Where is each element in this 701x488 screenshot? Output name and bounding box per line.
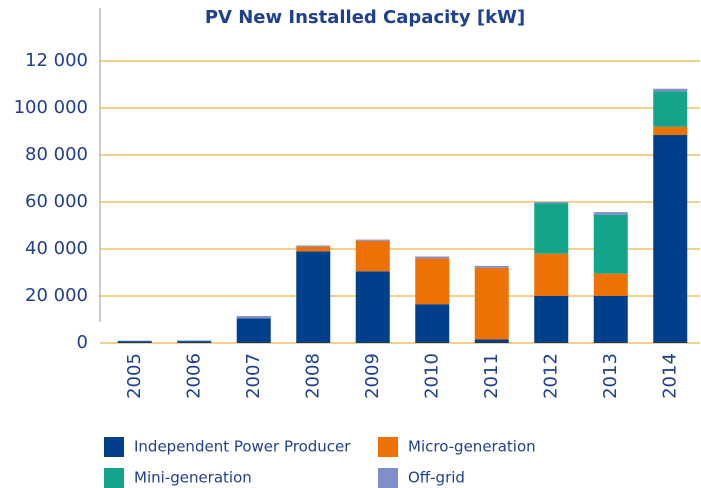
legend-label: Micro-generation: [408, 438, 536, 456]
bar-segment: [534, 202, 569, 204]
legend-swatch: [104, 437, 124, 457]
bar-segment: [653, 88, 688, 92]
bar-segment: [534, 253, 569, 296]
bar-segment: [415, 256, 450, 259]
bar-segment: [415, 258, 450, 305]
x-tick-label: 2012: [540, 353, 561, 399]
y-tick-label: 80 000: [25, 144, 88, 165]
x-tick-label: 2007: [243, 353, 264, 399]
y-tick-label: 60 000: [25, 191, 88, 212]
bar-segment: [355, 240, 390, 272]
x-tick-label: 2011: [481, 353, 502, 399]
x-tick-label: 2008: [302, 353, 323, 399]
x-tick-label: 2006: [183, 353, 204, 399]
bar-segment: [474, 265, 509, 268]
legend-swatch: [378, 468, 398, 488]
bar-segment: [474, 267, 509, 340]
y-tick-label: 40 000: [25, 238, 88, 259]
bar-segment: [653, 135, 688, 343]
bar-segment: [296, 246, 331, 252]
bar-segment: [593, 273, 628, 296]
x-tick-label: 2005: [124, 353, 145, 399]
x-tick-label: 2009: [362, 353, 383, 399]
y-tick-label: 0: [77, 332, 88, 353]
bar-segment: [296, 251, 331, 343]
y-tick-label: 12 000: [25, 50, 88, 71]
x-tick-label: 2010: [421, 353, 442, 399]
bar-segment: [593, 214, 628, 274]
x-tick-label: 2013: [600, 353, 621, 399]
bar-segment: [653, 126, 688, 136]
legend-swatch: [378, 437, 398, 457]
legend-label: Independent Power Producer: [134, 438, 351, 456]
y-tick-label: 100 000: [14, 97, 88, 118]
bar-segment: [593, 212, 628, 215]
x-tick-label: 2014: [659, 353, 680, 399]
bar-segment: [177, 340, 212, 342]
bar-segment: [117, 341, 152, 343]
bar-segment: [415, 304, 450, 343]
legend-swatch: [104, 468, 124, 488]
bar-segment: [534, 203, 569, 254]
bar-segment: [355, 239, 390, 241]
bar-segment: [296, 245, 331, 247]
legend-label: Mini-generation: [134, 469, 252, 487]
bar-segment: [177, 341, 212, 343]
bar-segment: [236, 315, 271, 319]
chart-title: PV New Installed Capacity [kW]: [205, 7, 525, 28]
bar-segment: [355, 271, 390, 343]
bar-segment: [474, 339, 509, 343]
legend-label: Off-grid: [408, 469, 465, 487]
bar-segment: [236, 318, 271, 343]
bar-segment: [593, 296, 628, 343]
y-tick-label: 20 000: [25, 285, 88, 306]
bar-segment: [653, 91, 688, 127]
bar-segment: [534, 296, 569, 343]
